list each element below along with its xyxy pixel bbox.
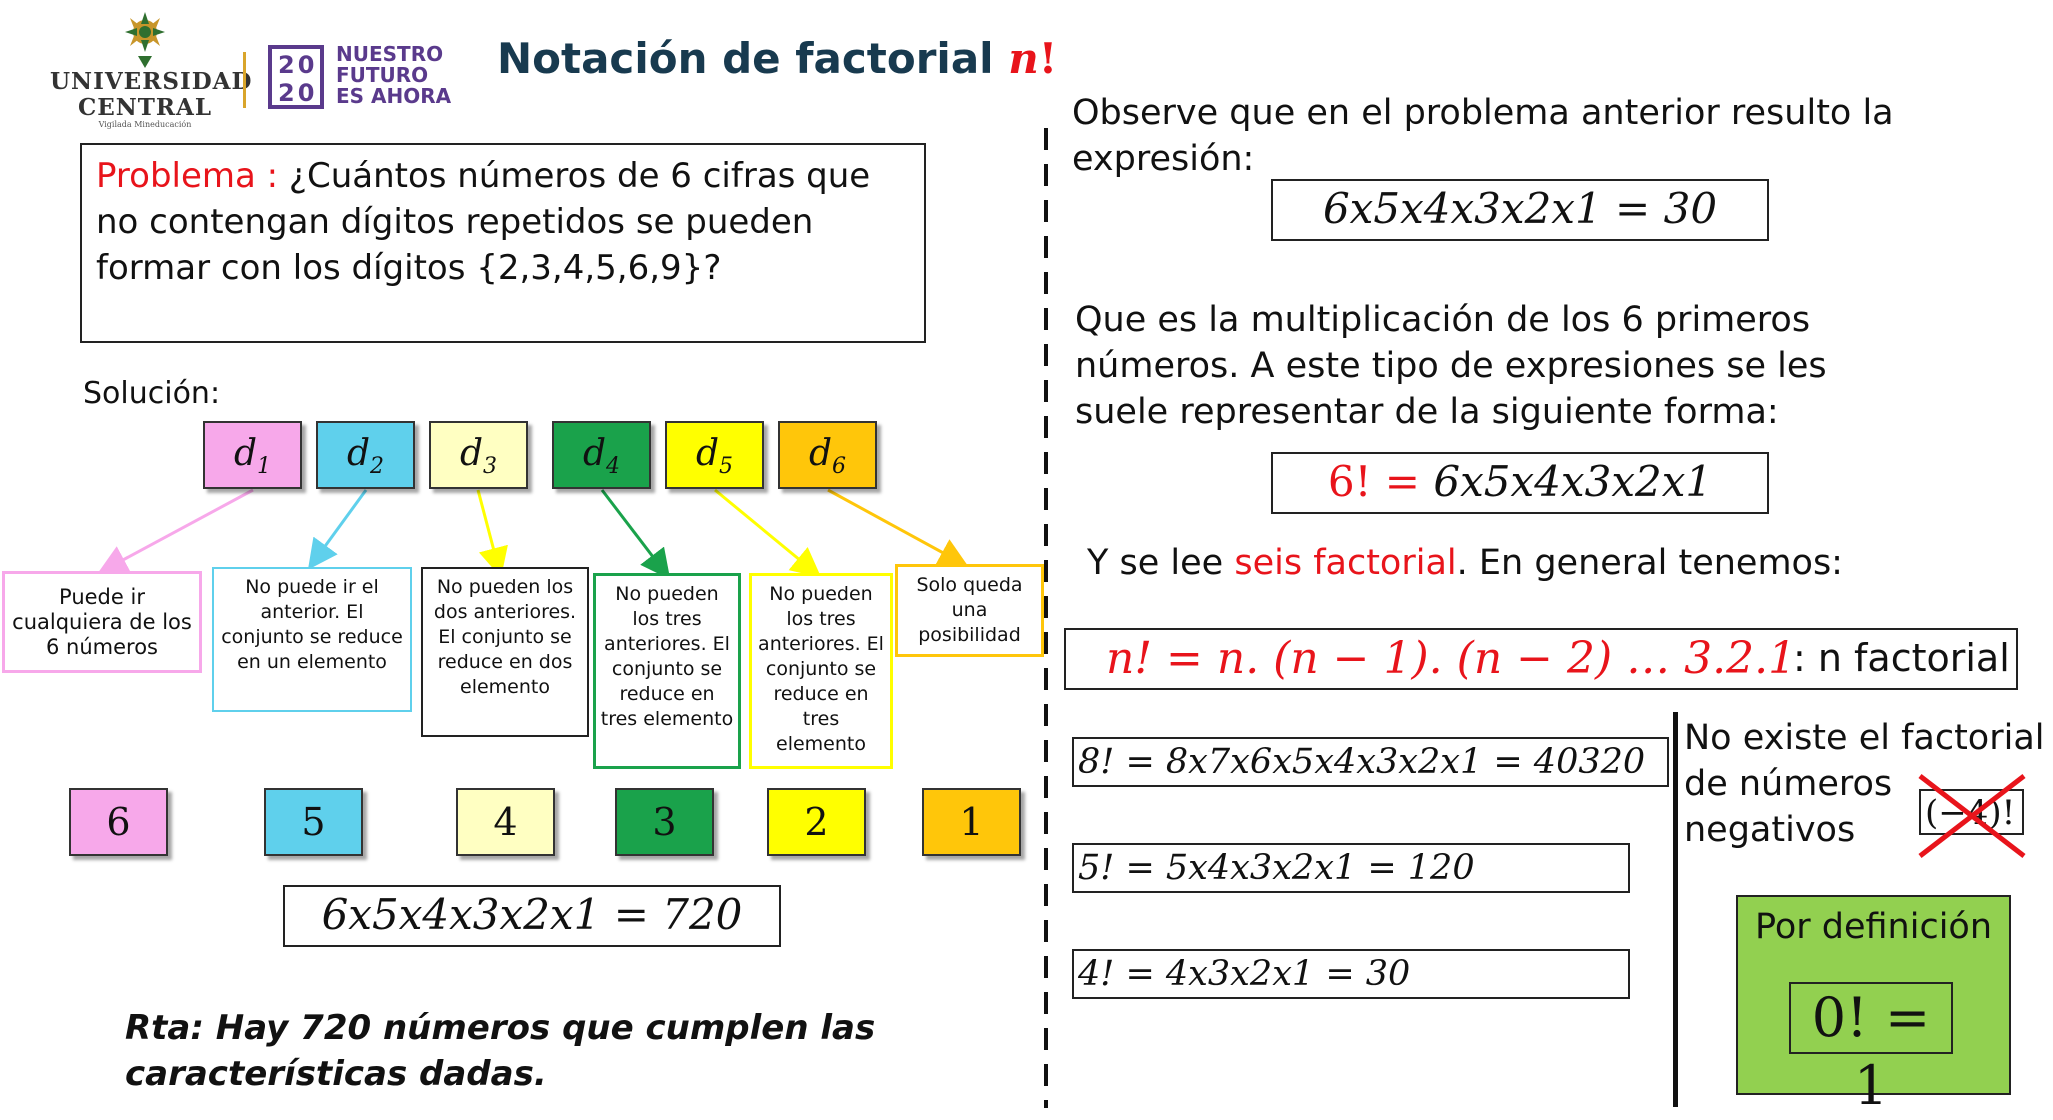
desc-d4: No pueden los tres anteriores. El conjun… (593, 573, 741, 769)
title-text: Notación de factorial (497, 34, 994, 83)
digit-sub: 2 (370, 454, 385, 480)
digit-base: d (459, 433, 484, 474)
year-badge: 20 20 (268, 45, 324, 109)
arrows-layer (97, 488, 969, 580)
slogan-line1: NUESTRO (336, 42, 444, 66)
example-8-factorial: 8! = 8x7x6x5x4x3x2x1 = 40320 (1072, 737, 1669, 787)
arrow-d1 (97, 488, 254, 574)
arrow-d5 (714, 488, 822, 578)
number-box-4: 3 (615, 788, 714, 856)
digit-sub: 3 (483, 454, 498, 480)
digit-box-d6: d6 (778, 421, 877, 489)
answer-line2: características dadas. (125, 1054, 547, 1094)
general-formula-box: n! = n. (n − 1). (n − 2) … 3.2.1 : n fac… (1064, 628, 2018, 690)
vertical-divider (1673, 712, 1678, 1107)
explanation-text: Que es la multiplicación de los 6 primer… (1075, 300, 1827, 432)
problem-box: Problema : ¿Cuántos números de 6 cifras … (80, 143, 926, 343)
solution-label: Solución: (83, 376, 221, 411)
desc-d3: No pueden los dos anteriores. El conjunt… (421, 567, 589, 737)
six-factorial-box: 6! = 6x5x4x3x2x1 (1271, 452, 1769, 514)
intro-text: Observe que en el problema anterior resu… (1072, 93, 1894, 179)
read-prefix: Y se lee (1087, 543, 1224, 583)
digit-box-d4: d4 (552, 421, 651, 489)
digit-base: d (233, 433, 258, 474)
universidad-central-logo: UNIVERSIDAD CENTRAL Vigilada Mineducació… (50, 10, 253, 129)
slogan-line2: FUTURO (336, 63, 429, 87)
digit-sub: 1 (257, 454, 272, 480)
university-name-line1: UNIVERSIDAD (50, 68, 253, 95)
definition-box: Por definición 0! = 1 (1736, 895, 2011, 1117)
product-equation: 6x5x4x3x2x1 = 720 (283, 885, 781, 947)
digit-base: d (346, 433, 371, 474)
read-as-text: Y se lee seis factorial. En general tene… (1087, 540, 1843, 586)
number-box-6: 1 (922, 788, 1021, 856)
definition-title: Por definición (1754, 907, 1993, 947)
answer-line1: Rta: Hay 720 números que cumplen las (125, 1008, 876, 1048)
negative-example-box: (−4)! (1919, 789, 2024, 835)
cross-out-icon (1918, 774, 2026, 858)
dashed-divider (1044, 128, 1048, 1108)
number-box-1: 6 (69, 788, 168, 856)
university-motto: Vigilada Mineducación (98, 120, 192, 129)
arrow-d2 (307, 489, 368, 570)
university-crest-icon (125, 12, 165, 68)
digit-box-d2: d2 (316, 421, 415, 489)
example-5-factorial: 5! = 5x4x3x2x1 = 120 (1072, 843, 1630, 893)
problem-label: Problema : (96, 156, 279, 196)
desc-d5: No pueden los tres anteriores. El conjun… (749, 573, 893, 769)
problem-text: ¿Cuántos números de 6 cifras que no cont… (96, 156, 871, 288)
arrow-d3 (476, 489, 508, 578)
desc-d1: Puede ir cualquiera de los 6 números (2, 571, 202, 673)
number-box-2: 5 (264, 788, 363, 856)
negative-note: No existe el factorial de números negati… (1684, 718, 2045, 850)
digit-sub: 5 (719, 454, 734, 480)
general-formula: n! = n. (n − 1). (n − 2) … 3.2.1 (1106, 633, 1797, 684)
arrow-d4 (600, 489, 671, 580)
digit-box-d3: d3 (429, 421, 528, 489)
slogan-line3: ES AHORA (336, 84, 452, 108)
six-factorial-expansion: 6x5x4x3x2x1 (1433, 457, 1713, 506)
answer-text: Rta: Hay 720 números que cumplen las car… (125, 1005, 875, 1097)
digit-box-d5: d5 (665, 421, 764, 489)
year-top: 20 (278, 51, 318, 79)
digit-sub: 6 (832, 454, 847, 480)
arrow-d6 (827, 488, 969, 567)
desc-d6: Solo queda una posibilidad (895, 564, 1044, 657)
expression-box: 6x5x4x3x2x1 = 30 (1271, 179, 1769, 241)
digit-base: d (695, 433, 720, 474)
number-box-3: 4 (456, 788, 555, 856)
number-box-5: 2 (767, 788, 866, 856)
digit-base: d (582, 433, 607, 474)
title-variable: n (1008, 34, 1039, 83)
desc-d2: No puede ir el anterior. El conjunto se … (212, 567, 412, 712)
digit-base: d (808, 433, 833, 474)
year-bottom: 20 (278, 79, 318, 107)
title-exclamation: ! (1038, 34, 1058, 83)
definition-equation: 0! = 1 (1789, 982, 1953, 1117)
logo-2020: 20 20 NUESTRO FUTURO ES AHORA (268, 42, 468, 114)
page-title: Notación de factorial n! (497, 34, 1057, 83)
university-name-line2: CENTRAL (77, 94, 213, 121)
digit-box-d1: d1 (203, 421, 302, 489)
digit-sub: 4 (606, 454, 621, 480)
logo-divider (243, 52, 246, 108)
general-formula-label: : n factorial (1793, 636, 2010, 680)
read-highlight: seis factorial (1234, 543, 1457, 583)
six-factorial-label: 6! = (1327, 457, 1421, 506)
example-4-factorial: 4! = 4x3x2x1 = 30 (1072, 949, 1630, 999)
read-suffix: . En general tenemos: (1456, 543, 1843, 583)
